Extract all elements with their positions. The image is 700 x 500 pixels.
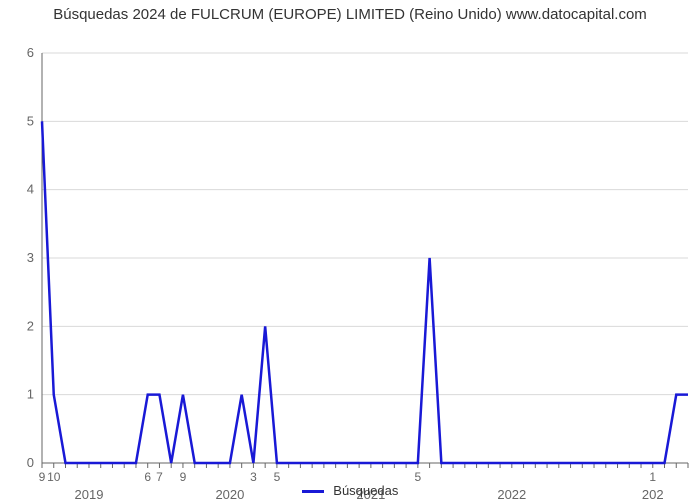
svg-text:6: 6 [27, 45, 34, 60]
svg-text:2: 2 [27, 318, 34, 333]
searches-line-chart: Búsquedas 2024 de FULCRUM (EUROPE) LIMIT… [0, 0, 700, 500]
svg-text:9: 9 [180, 470, 187, 484]
chart-title: Búsquedas 2024 de FULCRUM (EUROPE) LIMIT… [0, 0, 700, 23]
svg-text:3: 3 [27, 250, 34, 265]
svg-text:4: 4 [27, 182, 34, 197]
svg-text:6: 6 [144, 470, 151, 484]
chart-plot-area: 012345691067935512019202020212022202 [0, 23, 700, 499]
chart-legend: Búsquedas [0, 483, 700, 498]
legend-swatch [302, 490, 324, 493]
svg-text:5: 5 [27, 113, 34, 128]
svg-text:5: 5 [274, 470, 281, 484]
svg-text:9: 9 [39, 470, 46, 484]
svg-text:1: 1 [649, 470, 656, 484]
svg-text:3: 3 [250, 470, 257, 484]
legend-label: Búsquedas [333, 483, 398, 498]
svg-text:5: 5 [415, 470, 422, 484]
svg-text:7: 7 [156, 470, 163, 484]
svg-text:10: 10 [47, 470, 61, 484]
svg-text:1: 1 [27, 387, 34, 402]
svg-text:0: 0 [27, 455, 34, 470]
